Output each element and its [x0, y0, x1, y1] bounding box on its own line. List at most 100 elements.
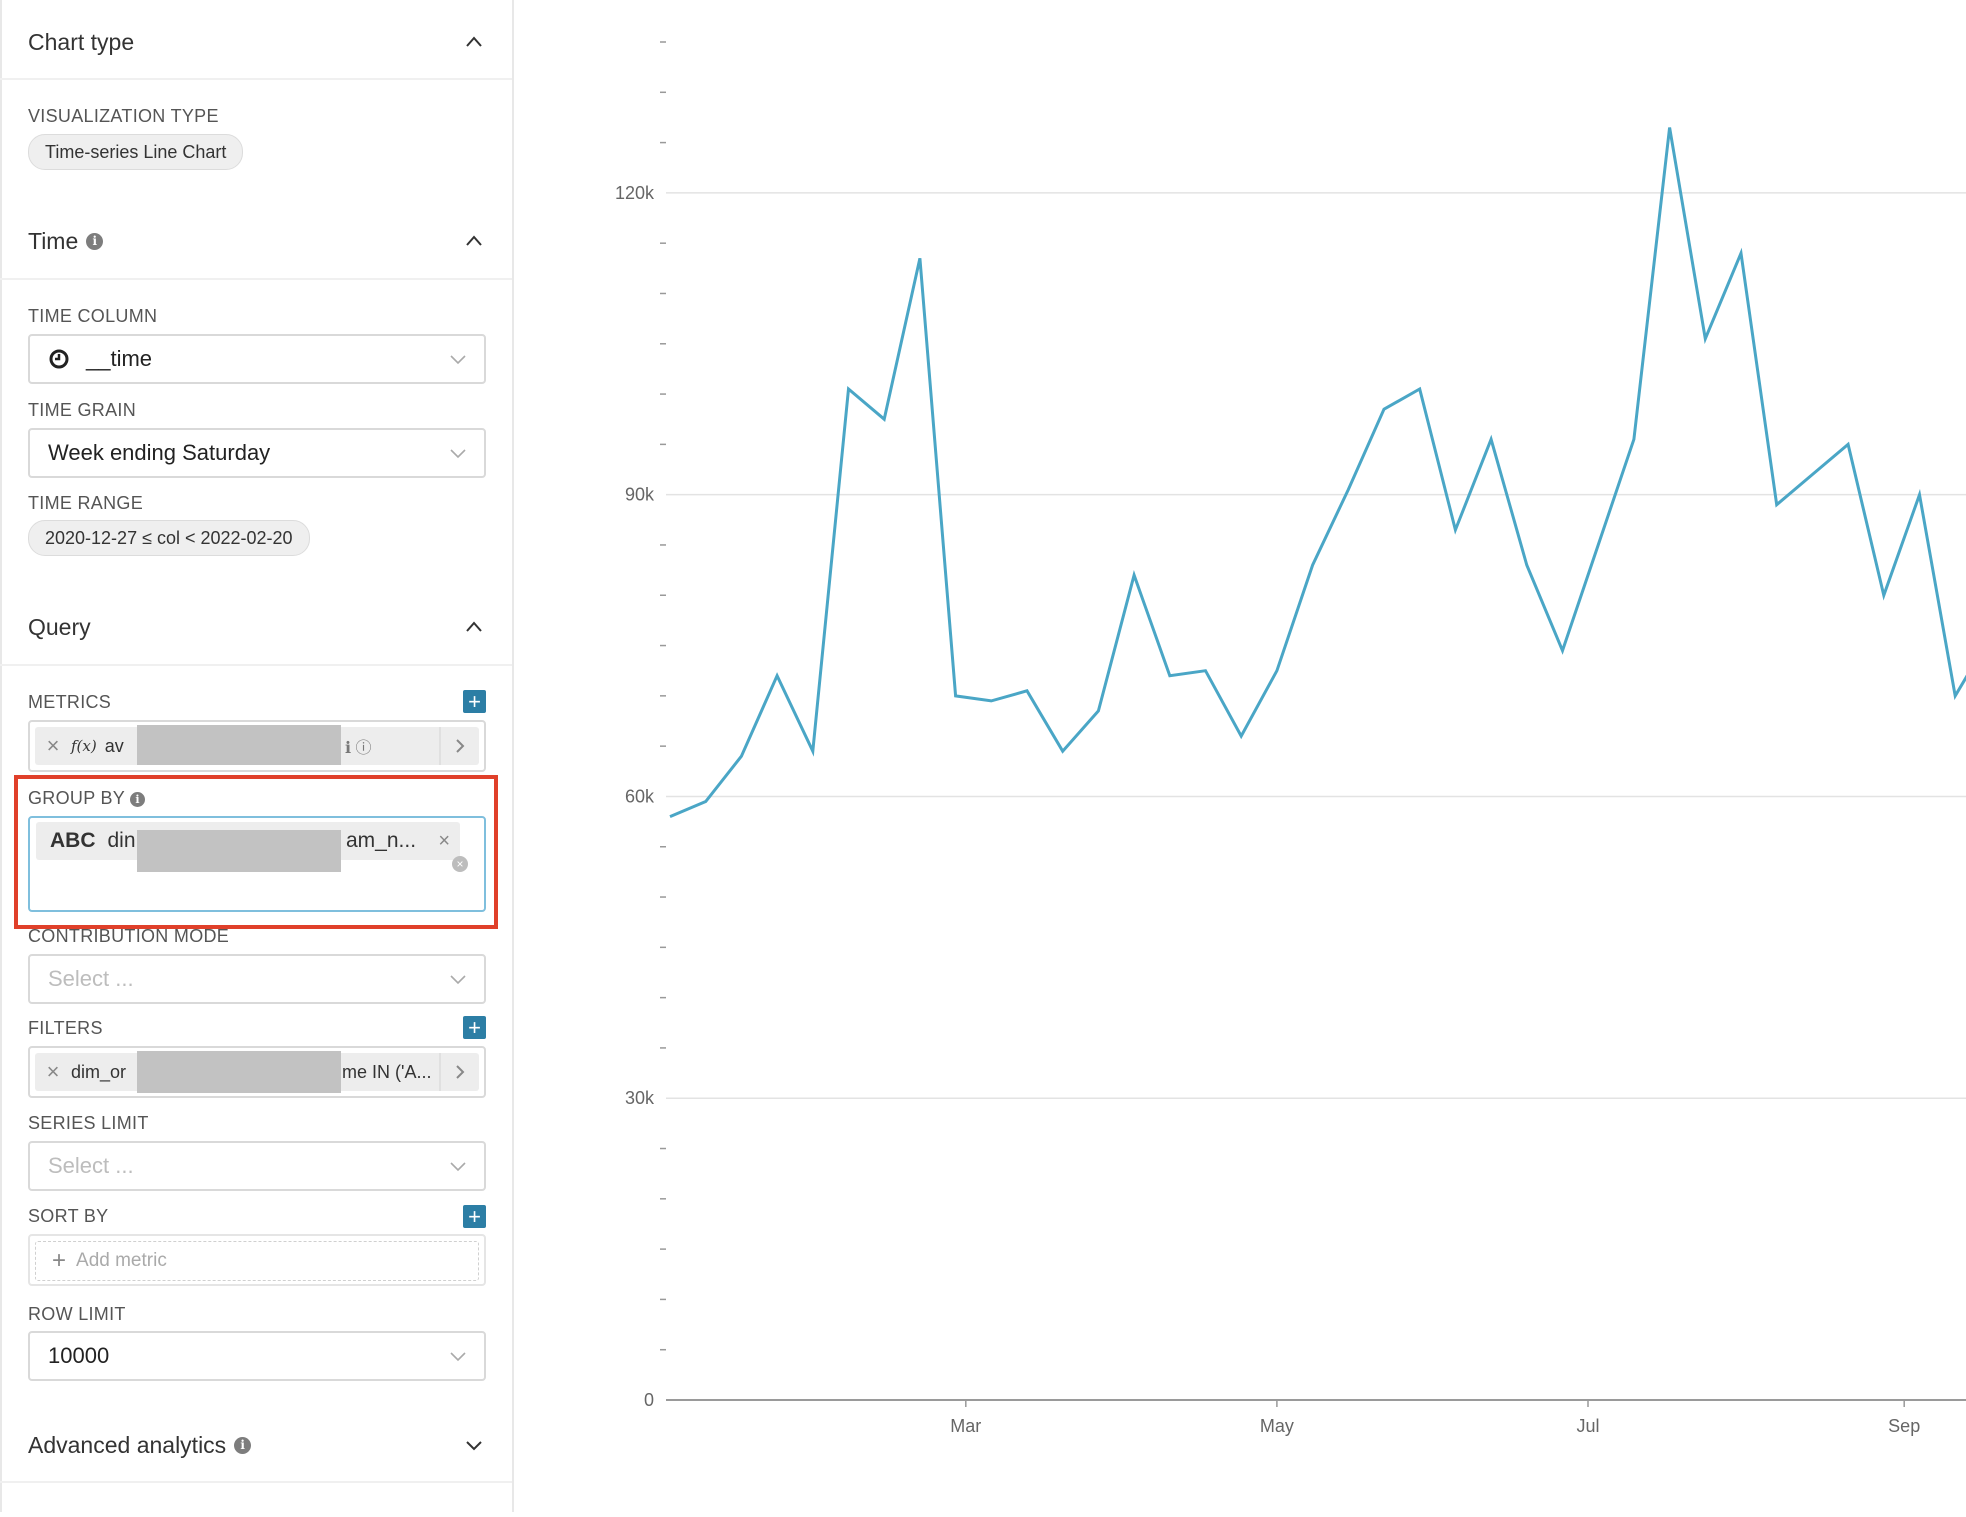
chevron-right-icon[interactable]	[439, 727, 479, 765]
data-point	[1098, 710, 1099, 711]
highlight-annotation	[14, 775, 498, 929]
section-header-time[interactable]: Time i	[28, 221, 484, 261]
section-header-advanced-analytics[interactable]: Advanced analytics i	[28, 1425, 484, 1465]
column-type-label: ABC	[50, 829, 96, 852]
data-point	[777, 675, 778, 676]
add-sort-button[interactable]: +	[463, 1205, 486, 1228]
data-point	[1169, 675, 1170, 676]
info-icon[interactable]: i	[130, 792, 146, 807]
viz-type-label: VISUALIZATION TYPE	[28, 106, 219, 126]
x-tick-label: Mar	[950, 1416, 981, 1436]
chevron-right-icon[interactable]	[439, 1053, 479, 1091]
chevron-down-icon	[450, 1162, 466, 1172]
data-point	[1419, 389, 1420, 390]
data-point	[1633, 439, 1634, 440]
chevron-up-icon[interactable]	[464, 231, 484, 251]
section-header-query[interactable]: Query	[28, 607, 484, 647]
time-grain-label: TIME GRAIN	[28, 400, 137, 420]
add-filter-button[interactable]: +	[463, 1016, 486, 1039]
filter-tag-prefix: dim_or	[71, 1061, 127, 1082]
data-point	[848, 389, 849, 390]
data-point	[884, 419, 885, 420]
data-point	[955, 695, 956, 696]
redacted-block	[137, 1051, 341, 1093]
data-point	[919, 258, 920, 259]
data-point	[705, 801, 706, 802]
series-line	[669, 127, 1966, 818]
chevron-up-icon[interactable]	[464, 617, 484, 637]
redacted-block	[137, 725, 341, 765]
data-point	[1491, 439, 1492, 440]
sort-by-label: SORT BY	[28, 1206, 109, 1226]
data-point	[1919, 494, 1920, 495]
data-point	[812, 751, 813, 752]
series-limit-placeholder: Select ...	[48, 1153, 134, 1178]
contribution-mode-select[interactable]: Select ...	[28, 954, 486, 1004]
clear-icon[interactable]: ×	[452, 856, 468, 872]
sort-by-field[interactable]: + Add metric	[28, 1234, 486, 1286]
time-range-pill[interactable]: 2020-12-27 ≤ col < 2022-02-20	[28, 520, 310, 556]
add-metric-label: Add metric	[76, 1250, 167, 1271]
data-point	[1526, 565, 1527, 566]
time-column-value: __time	[86, 346, 153, 371]
data-point	[1276, 670, 1277, 671]
time-column-select[interactable]: __time	[28, 334, 486, 384]
data-point	[1134, 575, 1135, 576]
filter-tag-suffix: me IN ('A...	[342, 1061, 432, 1082]
contribution-mode-label: CONTRIBUTION MODE	[28, 926, 230, 946]
y-tick-label: 60k	[625, 786, 655, 806]
data-point	[1883, 595, 1884, 596]
info-icon[interactable]: i	[86, 232, 104, 250]
remove-icon[interactable]: ×	[438, 829, 450, 852]
chevron-down-icon	[450, 355, 466, 365]
viz-type-pill[interactable]: Time-series Line Chart	[28, 134, 244, 170]
data-point	[1062, 751, 1063, 752]
data-point	[1669, 127, 1670, 128]
data-point	[1562, 650, 1563, 651]
y-tick-label: 90k	[625, 485, 655, 505]
chevron-down-icon	[450, 449, 466, 459]
time-grain-select[interactable]: Week ending Saturday	[28, 428, 486, 478]
chevron-down-icon	[450, 975, 466, 985]
chevron-down-icon	[450, 1352, 466, 1362]
info-icon[interactable]: i	[234, 1436, 252, 1454]
y-tick-label: 30k	[625, 1088, 655, 1108]
chevron-down-icon[interactable]	[464, 1435, 484, 1455]
y-tick-label: 0	[644, 1390, 654, 1410]
series-limit-select[interactable]: Select ...	[28, 1141, 486, 1191]
chevron-up-icon[interactable]	[464, 32, 484, 52]
add-metric-button[interactable]: + Add metric	[35, 1241, 479, 1281]
data-point	[1312, 565, 1313, 566]
metrics-label: METRICS	[28, 692, 112, 712]
section-header-chart-type[interactable]: Chart type	[28, 22, 484, 62]
x-tick-label: May	[1260, 1416, 1294, 1436]
section-title: Time	[28, 227, 79, 254]
x-tick-label: Sep	[1888, 1416, 1920, 1436]
remove-icon[interactable]: ×	[46, 1059, 60, 1084]
line-chart: 0 30k 60k 90k 120k Mar May Jul Sep	[615, 41, 1966, 1436]
group-by-tag-prefix: din	[107, 829, 136, 852]
section-title: Advanced analytics	[28, 1431, 227, 1458]
chart-area: 0 30k 60k 90k 120k Mar May Jul Sep	[514, 0, 1966, 1512]
contribution-mode-placeholder: Select ...	[48, 966, 134, 991]
info-icon: ℹ ⓘ	[345, 740, 372, 757]
remove-icon[interactable]: ×	[46, 733, 60, 758]
row-limit-value: 10000	[48, 1343, 110, 1368]
row-limit-select[interactable]: 10000	[28, 1331, 486, 1381]
y-tick-label: 120k	[615, 183, 655, 203]
metric-tag-label: av	[104, 735, 124, 756]
data-point	[741, 756, 742, 757]
control-panel: Chart type VISUALIZATION TYPE Time-serie…	[0, 0, 514, 1512]
data-point	[1741, 253, 1742, 254]
data-point	[1848, 444, 1849, 445]
data-point	[1241, 736, 1242, 737]
filters-label: FILTERS	[28, 1018, 103, 1038]
plus-icon: +	[52, 1247, 67, 1274]
series-limit-label: SERIES LIMIT	[28, 1113, 149, 1133]
section-title: Chart type	[28, 28, 135, 55]
group-by-label: GROUP BY i	[28, 788, 146, 809]
add-metric-button[interactable]: +	[463, 690, 486, 713]
time-range-label: TIME RANGE	[28, 493, 144, 513]
clock-icon	[49, 349, 69, 369]
data-point	[670, 816, 671, 817]
